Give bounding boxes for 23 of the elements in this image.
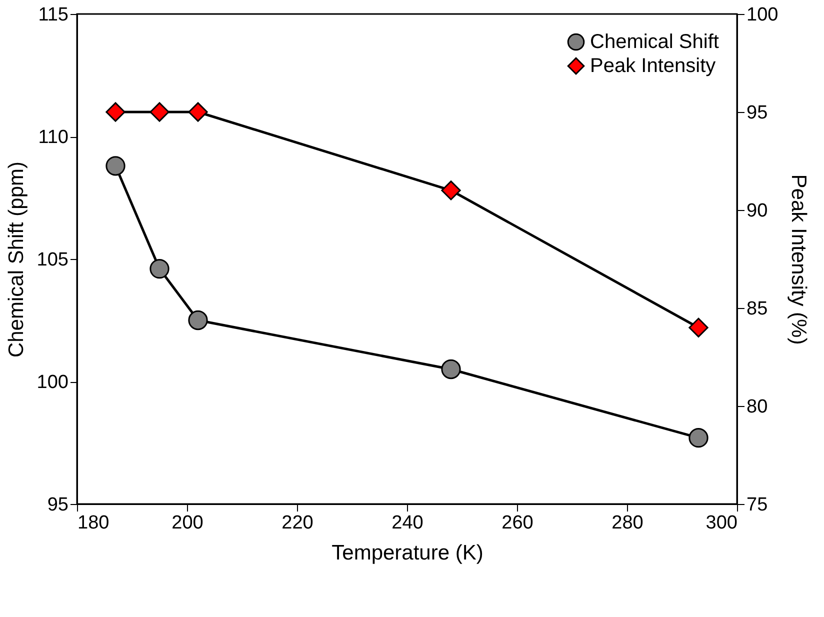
x-tick-label: 300 [706,512,738,534]
y-tick-label: 110 [38,127,68,148]
y2-tick-label: 95 [746,102,768,124]
y2-tick-label: 100 [746,4,778,26]
x-axis-title: Temperature (K) [332,542,484,564]
y-tick-label: 115 [38,4,68,26]
y2-axis-title: Peak Intensity (%) [787,174,810,345]
y-tick-label: 95 [47,494,68,516]
y2-tick-label: 75 [746,494,768,516]
x-tick-label: 260 [502,512,534,534]
y2-tick-label: 80 [746,396,768,418]
y2-tick-label: 85 [746,298,768,320]
y-tick-label: 100 [36,372,68,393]
x-tick-label: 200 [172,512,204,534]
y-tick-label: 105 [36,250,68,270]
x-tick-label: 180 [78,512,110,534]
legend-label: Peak Intensity [590,55,716,77]
x-tick-label: 220 [282,512,314,534]
y-axis-title: Chemical Shift (ppm) [4,161,28,358]
y2-tick-label: 90 [746,200,768,222]
x-tick-label: 280 [612,512,644,534]
x-tick-label: 240 [392,512,424,534]
legend-label: Chemical Shift [590,31,720,53]
